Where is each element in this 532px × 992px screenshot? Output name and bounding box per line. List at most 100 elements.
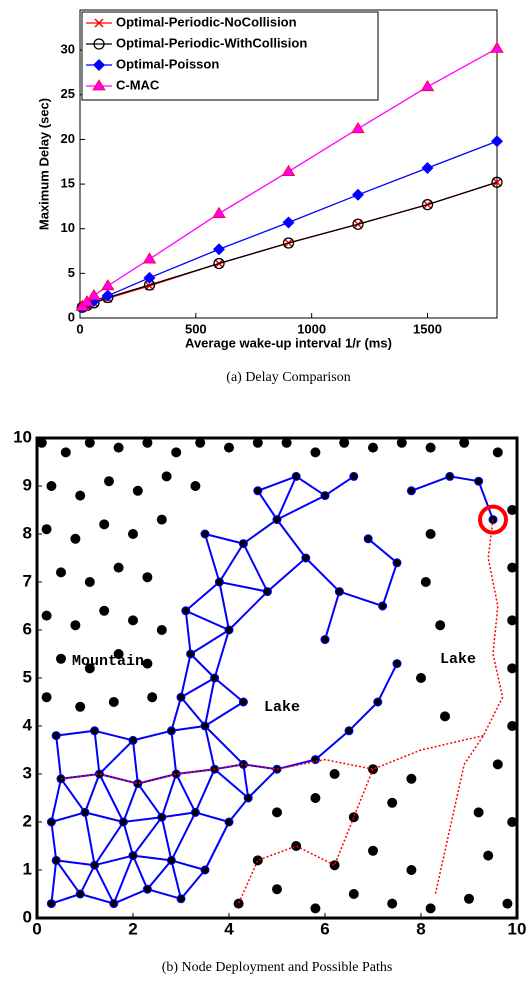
marker <box>80 295 94 307</box>
legend-label: Optimal-Periodic-NoCollision <box>116 14 297 29</box>
x-tick-label: 10 <box>508 919 527 938</box>
y-tick-label: 20 <box>61 131 75 146</box>
network-edge <box>256 490 278 521</box>
network-edge <box>314 730 350 761</box>
node <box>492 759 503 770</box>
network-edge <box>147 888 182 900</box>
network-edge <box>411 475 451 492</box>
network-edge <box>276 518 307 559</box>
network-edge <box>218 543 245 583</box>
network-edge <box>257 475 297 492</box>
y-axis-label: Maximum Delay (sec) <box>36 98 51 230</box>
y-tick-label: 7 <box>23 571 32 590</box>
network-edge <box>132 854 172 862</box>
x-tick-label: 1500 <box>413 321 442 336</box>
network-node <box>142 884 152 894</box>
network-edge <box>295 475 326 497</box>
x-tick-label: 4 <box>224 919 234 938</box>
node <box>502 898 513 909</box>
network-node <box>363 534 373 544</box>
network-edge <box>266 557 307 593</box>
node <box>406 773 417 784</box>
network-edge <box>243 763 278 771</box>
network-edge <box>132 816 163 857</box>
network-edge <box>51 893 81 905</box>
node <box>291 841 302 851</box>
node <box>70 620 81 631</box>
network-edge <box>204 725 216 770</box>
network-edge <box>136 783 163 818</box>
node <box>128 615 138 626</box>
y-tick-label: 6 <box>23 619 32 638</box>
network-edge <box>94 854 134 867</box>
node <box>387 797 398 808</box>
node <box>507 817 518 827</box>
network-node <box>186 649 196 659</box>
possible-path <box>60 519 504 904</box>
node <box>99 605 110 616</box>
marker <box>491 135 503 148</box>
node <box>425 442 436 453</box>
network-node <box>128 851 138 861</box>
network-edge <box>175 773 197 813</box>
network-edge <box>122 783 139 823</box>
network-node <box>200 721 210 731</box>
network-edge <box>132 729 172 742</box>
marker <box>101 279 115 291</box>
network-node <box>474 476 484 486</box>
node <box>142 572 153 583</box>
marker <box>212 206 226 218</box>
network-edge <box>381 562 398 607</box>
x-axis-label: Average wake-up interval 1/r (ms) <box>185 335 392 350</box>
network-node <box>238 697 248 707</box>
x-tick-label: 0 <box>32 919 41 938</box>
network-edge <box>228 590 269 631</box>
y-tick-label: 5 <box>68 265 75 280</box>
network-edge <box>93 864 115 905</box>
network-edge <box>171 859 206 871</box>
marker <box>213 243 225 256</box>
node <box>46 481 57 491</box>
node <box>348 889 359 899</box>
network-edge <box>242 518 278 545</box>
node <box>310 793 321 803</box>
network-node <box>253 486 263 496</box>
marker <box>213 257 225 270</box>
plot-frame <box>35 436 519 920</box>
node <box>132 485 143 496</box>
node <box>507 562 518 573</box>
network-node <box>344 726 354 736</box>
network-edge <box>367 538 398 564</box>
network-node <box>378 601 388 611</box>
network-edge <box>50 778 62 823</box>
marker <box>352 218 364 230</box>
node <box>507 615 518 626</box>
node <box>113 649 124 659</box>
y-tick-label: 9 <box>23 475 32 494</box>
node <box>473 807 484 818</box>
node <box>281 437 292 448</box>
network-node <box>166 726 176 736</box>
network-node <box>291 471 301 481</box>
node <box>483 850 494 861</box>
network-edge <box>98 773 125 823</box>
node <box>84 577 95 587</box>
y-tick-label: 10 <box>13 427 32 446</box>
y-tick-label: 1 <box>23 859 32 878</box>
network-node <box>75 889 85 899</box>
node <box>459 437 470 448</box>
node <box>99 519 110 530</box>
node <box>252 855 263 866</box>
x-tick-label: 500 <box>185 321 207 336</box>
network-edge <box>189 653 216 679</box>
node <box>84 437 95 448</box>
network-node <box>445 471 455 481</box>
marker <box>491 176 503 188</box>
marker <box>492 177 502 187</box>
node <box>56 653 66 664</box>
node <box>507 505 518 515</box>
network-node <box>238 539 248 549</box>
network-edge <box>276 494 326 521</box>
network-node <box>133 779 143 789</box>
node <box>507 721 518 731</box>
